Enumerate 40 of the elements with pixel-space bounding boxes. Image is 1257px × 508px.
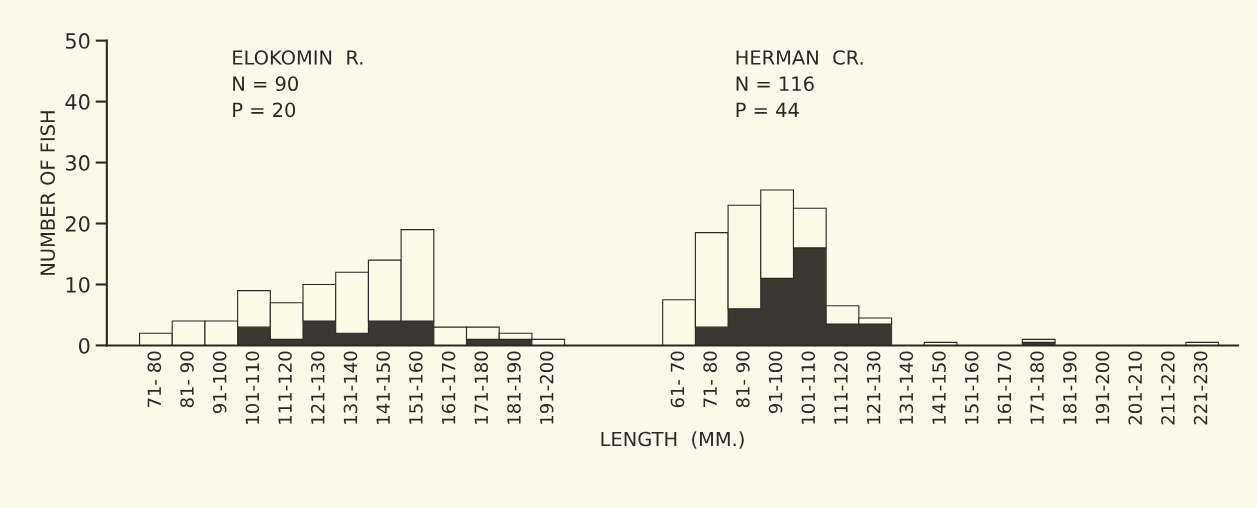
y-tick-label: 30 [65, 155, 90, 171]
y-tick-label: 50 [65, 33, 90, 49]
x-tick-label: 141-150 [376, 351, 390, 424]
x-tick-label: 111-120 [834, 351, 848, 424]
x-tick-label: 81- 90 [736, 351, 750, 408]
annotation: ELOKOMIN R. N = 90 P = 20 [233, 50, 363, 118]
x-axis-title: LENGTH (MM.) [601, 431, 744, 449]
x-tick-label: 141-150 [932, 351, 946, 424]
x-tick-label: 71- 80 [703, 351, 717, 408]
x-tick-label: 181-190 [507, 351, 521, 424]
x-tick-label: 121-130 [866, 351, 881, 424]
x-tick-label: 151-160 [964, 351, 979, 424]
x-tick-label: 171-180 [474, 351, 489, 424]
x-tick-label: 91-100 [768, 351, 783, 414]
x-tick-label: 201-210 [1128, 351, 1143, 425]
y-tick-label: 40 [65, 94, 90, 110]
x-tick-label: 161-170 [441, 351, 456, 424]
x-tick-label: 101-110 [245, 351, 260, 424]
y-tick-label: 0 [78, 337, 90, 354]
x-tick-label: 171-180 [1030, 351, 1044, 424]
x-tick-label: 191-200 [1095, 351, 1110, 424]
x-tick-label: 61- 70 [670, 351, 685, 408]
x-tick-label: 101-110 [801, 351, 816, 424]
x-tick-label: 131-140 [343, 351, 358, 424]
x-tick-label: 191-200 [539, 351, 554, 424]
x-tick-label: 221-230 [1193, 351, 1208, 425]
x-tick-label: 121-130 [310, 351, 325, 424]
x-tick-label: 151-160 [409, 351, 423, 424]
x-tick-label: 211-220 [1161, 351, 1175, 425]
y-tick-label: 20 [65, 215, 90, 232]
y-tick-label: 10 [66, 276, 90, 293]
x-tick-label: 111-120 [278, 351, 292, 424]
x-tick-label: 71- 80 [147, 351, 162, 408]
x-tick-label: 81- 90 [180, 351, 194, 408]
annotation: HERMAN CR. N = 116 P = 44 [736, 50, 863, 117]
x-tick-label: 91-100 [212, 351, 227, 414]
x-tick-label: 131-140 [899, 351, 914, 424]
x-tick-label: 161-170 [997, 351, 1012, 424]
y-axis-title: NUMBER OF FISH [40, 111, 56, 275]
x-tick-label: 181-190 [1062, 351, 1077, 424]
